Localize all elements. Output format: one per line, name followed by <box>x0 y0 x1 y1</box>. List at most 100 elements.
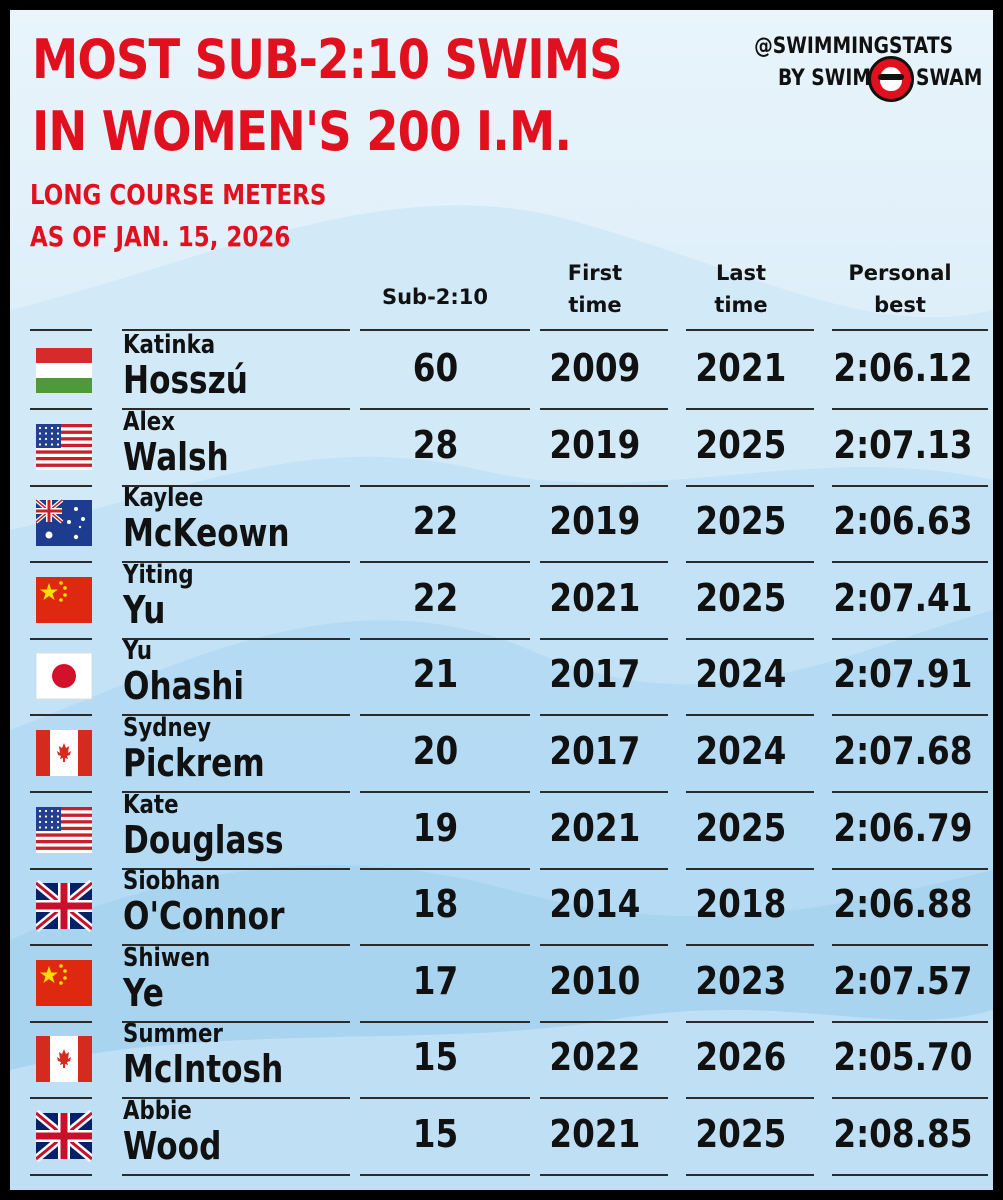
row-divider <box>30 714 92 717</box>
athlete-last-name: McKeown <box>123 511 290 556</box>
row-divider <box>30 867 92 870</box>
athlete-last-name: Pickrem <box>123 741 265 785</box>
row-divider <box>832 637 988 640</box>
table-row: Shiwen Ye 17 2010 2023 2:07.57 <box>10 943 993 1022</box>
table-row: Alex Walsh 28 2019 2025 2:07.13 <box>10 406 993 486</box>
row-divider <box>360 408 530 410</box>
athlete-first-name: Sydney <box>123 713 212 743</box>
personal-best-time: 2:06.79 <box>833 805 973 850</box>
row-divider <box>122 329 350 331</box>
first-time-year: 2021 <box>549 575 641 620</box>
row-divider <box>122 1020 350 1023</box>
sub-210-count: 28 <box>412 422 458 467</box>
row-divider <box>122 408 350 410</box>
row-divider <box>540 1097 668 1100</box>
first-time-year: 2017 <box>549 729 641 773</box>
brand-swam: SWAM <box>916 66 983 91</box>
row-divider <box>540 867 668 870</box>
athlete-last-name: Yu <box>123 587 166 632</box>
row-divider <box>540 561 668 564</box>
canada-flag-icon <box>36 725 92 781</box>
sub-210-count: 18 <box>412 882 458 927</box>
sub-210-count: 15 <box>412 1112 458 1156</box>
row-divider <box>540 329 668 331</box>
title-line-1: MOST SUB-2:10 SWIMS <box>32 28 623 91</box>
athlete-first-name: Katinka <box>123 330 216 360</box>
australia-flag-icon <box>36 495 92 551</box>
athlete-last-name: Wood <box>123 1124 222 1168</box>
wave-background <box>10 205 993 1190</box>
first-time-year: 2021 <box>549 1112 641 1156</box>
last-time-year: 2023 <box>695 958 787 1003</box>
row-divider <box>832 944 988 947</box>
subtitle-line-2: AS OF JAN. 15, 2026 <box>30 220 291 253</box>
row-divider <box>832 1097 988 1100</box>
athlete-last-name: Hosszú <box>123 358 248 402</box>
athlete-first-name: Kate <box>123 789 179 820</box>
athlete-last-name: Ohashi <box>123 664 245 709</box>
first-time-year: 2021 <box>549 805 641 850</box>
row-divider <box>122 944 350 947</box>
row-divider <box>832 329 988 331</box>
sub-210-count: 21 <box>412 652 458 697</box>
athlete-first-name: Kaylee <box>123 483 204 514</box>
row-divider <box>30 637 92 640</box>
last-time-year: 2025 <box>695 1112 787 1156</box>
uk-flag-icon <box>36 1108 92 1164</box>
row-divider <box>540 944 668 947</box>
personal-best-time: 2:06.88 <box>833 882 973 927</box>
table-row: Kaylee McKeown 22 2019 2025 2:06.63 <box>10 483 993 562</box>
table-row: Abbie Wood 15 2021 2025 2:08.85 <box>10 1096 993 1175</box>
row-divider <box>360 329 530 331</box>
row-divider <box>122 561 350 564</box>
table-row: Sydney Pickrem 20 2017 2024 2:07.68 <box>10 713 993 792</box>
sub-210-count: 22 <box>412 575 458 620</box>
row-divider <box>360 561 530 564</box>
row-divider <box>540 1020 668 1023</box>
row-divider <box>832 791 988 793</box>
row-divider <box>686 791 814 793</box>
row-divider <box>832 714 988 717</box>
first-time-year: 2022 <box>549 1035 641 1080</box>
personal-best-time: 2:07.91 <box>833 652 973 697</box>
row-divider <box>540 637 668 640</box>
table-row: Siobhan O'Connor 18 2014 2018 2:06.88 <box>10 866 993 945</box>
china-flag-icon <box>36 955 92 1011</box>
personal-best-time: 2:07.57 <box>833 958 973 1003</box>
athlete-first-name: Abbie <box>123 1096 192 1126</box>
row-divider <box>30 1097 92 1100</box>
china-flag-icon <box>36 572 92 628</box>
last-time-year: 2018 <box>695 882 787 927</box>
uk-flag-icon <box>36 878 92 934</box>
last-time-year: 2025 <box>695 422 787 467</box>
row-divider <box>122 791 350 793</box>
row-divider <box>832 408 988 410</box>
athlete-first-name: Alex <box>123 406 176 437</box>
row-divider <box>540 791 668 793</box>
first-time-year: 2019 <box>549 499 641 544</box>
canada-flag-icon <box>36 1031 92 1087</box>
swimswam-logo-icon <box>868 56 914 102</box>
row-divider <box>122 1174 350 1176</box>
athlete-last-name: McIntosh <box>123 1047 284 1092</box>
personal-best-time: 2:07.41 <box>833 575 973 620</box>
row-divider <box>686 561 814 564</box>
first-time-year: 2010 <box>549 958 641 1003</box>
row-divider <box>686 637 814 640</box>
row-divider <box>686 944 814 947</box>
personal-best-time: 2:06.12 <box>833 346 973 390</box>
row-divider <box>360 791 530 793</box>
athlete-last-name: Douglass <box>123 817 284 862</box>
header-sub-210: Sub-2:10 <box>381 285 489 309</box>
row-divider <box>360 637 530 640</box>
row-divider <box>540 408 668 410</box>
last-time-year: 2024 <box>695 729 787 773</box>
row-divider <box>832 1174 988 1176</box>
athlete-first-name: Yu <box>123 636 153 667</box>
row-divider <box>122 1097 350 1100</box>
row-divider <box>360 714 530 717</box>
sub-210-count: 60 <box>412 346 458 390</box>
last-time-year: 2025 <box>695 499 787 544</box>
row-divider <box>30 944 92 947</box>
row-divider <box>30 329 92 331</box>
